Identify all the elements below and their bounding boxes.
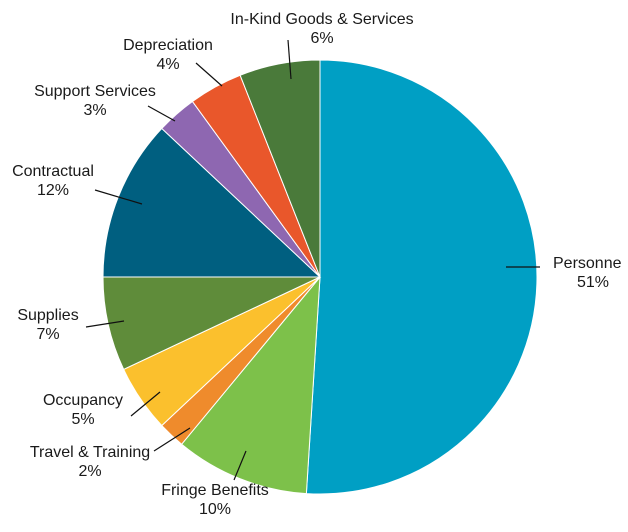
slice-percent-label: 12% [37, 182, 69, 199]
slice-percent-label: 6% [310, 30, 333, 47]
slice-percent-label: 5% [71, 411, 94, 428]
pie-slice-in-kind-goods-services [239, 59, 321, 278]
leader-line [233, 450, 247, 481]
leader-line [195, 62, 223, 87]
leader-line [85, 320, 125, 328]
leader-line [147, 105, 176, 122]
leader-line [287, 39, 292, 80]
pie-slices [102, 59, 538, 495]
slice-label: In-Kind Goods & Services [230, 11, 413, 28]
slice-label: Travel & Training [30, 444, 150, 461]
slice-percent-label: 51% [577, 274, 609, 291]
pie-slice-fringe-benefits [180, 275, 321, 495]
slice-percent-label: 10% [199, 501, 231, 518]
slice-label: Fringe Benefits [161, 482, 269, 499]
leader-line [153, 427, 191, 452]
slice-percent-label: 4% [156, 56, 179, 73]
leader-line [130, 391, 161, 417]
slice-label: Occupancy [43, 392, 123, 409]
slice-labels: Personne 51% Fringe Benefits 10% Travel & Tr… [12, 11, 622, 518]
leader-line [94, 189, 143, 205]
slice-label: Support Services [34, 83, 156, 100]
pie-slice-personne [305, 59, 538, 495]
slice-label: Contractual [12, 163, 94, 180]
slice-percent-label: 2% [78, 463, 101, 480]
slice-label: Supplies [17, 307, 78, 324]
slice-percent-label: 7% [36, 326, 59, 343]
slice-percent-label: 3% [83, 102, 106, 119]
slice-label: Depreciation [123, 37, 213, 54]
leader-lines [85, 39, 540, 481]
slice-label: Personne [553, 255, 622, 272]
